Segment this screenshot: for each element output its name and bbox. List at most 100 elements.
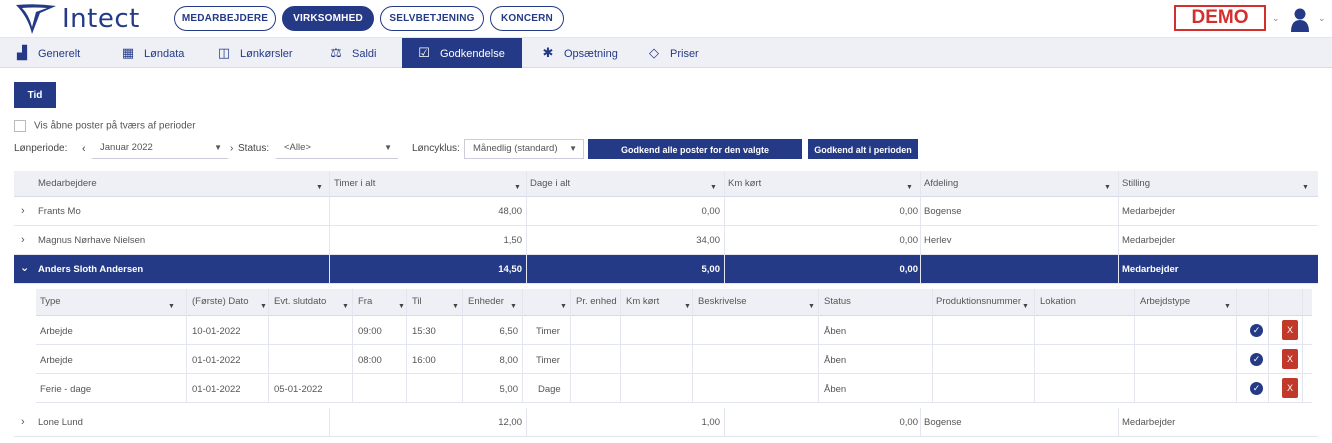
status-value: Åben [824, 355, 847, 366]
chevron-down-icon[interactable]: ⌄ [1318, 13, 1326, 23]
col-worktype[interactable]: Arbejdstype [1140, 296, 1191, 307]
nav-koncern[interactable]: KONCERN [490, 6, 564, 31]
col-to[interactable]: Til [412, 296, 422, 307]
nav-medarbejdere[interactable]: MEDARBEJDERE [174, 6, 276, 31]
grid-divider [1034, 289, 1035, 403]
nav-selvbetjening[interactable]: SELVBETJENING [380, 6, 484, 31]
title-value: Medarbejder [1122, 235, 1176, 246]
col-status[interactable]: Status [824, 296, 851, 307]
app-name: Intect [62, 4, 140, 34]
tab-label: Generelt [38, 48, 81, 60]
tab-priser[interactable]: ◇ Priser [646, 38, 699, 68]
status-value: Åben [824, 326, 847, 337]
filter-caret-icon[interactable]: ▼ [514, 184, 521, 191]
period-value: Januar 2022 [100, 142, 153, 153]
chevron-down-icon[interactable]: ⌄ [20, 262, 30, 274]
filter-caret-icon[interactable]: ▼ [342, 303, 349, 310]
tab-opsaetning[interactable]: ✱ Opsætning [540, 38, 618, 68]
caret-down-icon: ▼ [214, 143, 222, 152]
delete-button[interactable]: X [1282, 378, 1298, 398]
tid-button[interactable]: Tid [14, 82, 56, 108]
col-medarbejdere[interactable]: Medarbejdere [38, 178, 97, 189]
filter-caret-icon[interactable]: ▼ [510, 303, 517, 310]
check-circle-icon[interactable]: ✓ [1250, 324, 1263, 337]
tab-label: Priser [670, 48, 699, 60]
col-enddate[interactable]: Evt. slutdato [274, 296, 327, 307]
dept-value: Bogense [924, 206, 962, 217]
user-avatar[interactable] [1286, 5, 1314, 33]
filter-caret-icon[interactable]: ▼ [684, 303, 691, 310]
table-row[interactable]: › Lone Lund 12,00 1,00 0,00 Bogense Meda… [14, 408, 1318, 437]
filter-caret-icon[interactable]: ▼ [1302, 184, 1309, 191]
filter-caret-icon[interactable]: ▼ [260, 303, 267, 310]
tab-loendata[interactable]: ▦ Løndata [120, 38, 185, 68]
tab-godkendelse[interactable]: ☑ Godkendelse [402, 38, 522, 68]
col-afdeling[interactable]: Afdeling [924, 178, 959, 189]
col-production[interactable]: Produktionsnummer [936, 296, 1022, 307]
col-units[interactable]: Enheder [468, 296, 504, 307]
filter-caret-icon[interactable]: ▼ [1104, 184, 1111, 191]
col-dage[interactable]: Dage i alt [530, 178, 571, 189]
grid-divider [1268, 289, 1269, 403]
grid-divider [268, 289, 269, 403]
table-row-selected[interactable]: ⌄ Anders Sloth Andersen 14,50 5,00 0,00 … [14, 255, 1318, 284]
demo-badge[interactable]: DEMO [1174, 5, 1266, 31]
check-circle-icon[interactable]: ✓ [1250, 382, 1263, 395]
approve-employee-button[interactable]: Godkend alle poster for den valgte medar… [588, 139, 802, 175]
table-row[interactable]: Arbejde 01-01-2022 08:00 16:00 8,00 Time… [36, 345, 1312, 374]
col-stilling[interactable]: Stilling [1122, 178, 1150, 189]
filter-caret-icon[interactable]: ▼ [398, 303, 405, 310]
chevron-left-icon[interactable]: ‹ [82, 143, 86, 155]
col-location[interactable]: Lokation [1040, 296, 1076, 307]
col-description[interactable]: Beskrivelse [698, 296, 747, 307]
km-value: 0,00 [899, 235, 919, 246]
status-select[interactable]: <Alle> ▼ [276, 139, 398, 159]
chevron-right-icon[interactable]: › [21, 205, 25, 217]
col-date[interactable]: (Første) Dato [192, 296, 249, 307]
nav-virksomhed[interactable]: VIRKSOMHED [282, 6, 374, 31]
col-from[interactable]: Fra [358, 296, 373, 307]
chevron-right-icon[interactable]: › [21, 416, 25, 428]
col-timer[interactable]: Timer i alt [334, 178, 376, 189]
filter-caret-icon[interactable]: ▼ [1022, 303, 1029, 310]
filter-caret-icon[interactable]: ▼ [808, 303, 815, 310]
status-value: <Alle> [284, 142, 311, 153]
dept-value: Bogense [924, 417, 962, 428]
tab-generelt[interactable]: ▟ Generelt [14, 38, 80, 68]
chevron-right-icon[interactable]: › [230, 143, 234, 154]
filter-caret-icon[interactable]: ▼ [710, 184, 717, 191]
table-row[interactable]: Ferie - dage 01-01-2022 05-01-2022 5,00 … [36, 374, 1312, 403]
col-km[interactable]: Km kørt [728, 178, 762, 189]
table-row[interactable]: › Frants Mo 48,00 0,00 0,00 Bogense Meda… [14, 197, 1318, 226]
approve-period-button[interactable]: Godkend alt i perioden [808, 139, 918, 159]
days-value: 1,00 [701, 417, 721, 428]
filter-caret-icon[interactable]: ▼ [168, 303, 175, 310]
km-value: 0,00 [899, 417, 919, 428]
table-row[interactable]: › Magnus Nørhave Nielsen 1,50 34,00 0,00… [14, 226, 1318, 255]
days-value: 5,00 [701, 264, 721, 275]
col-per-unit[interactable]: Pr. enhed [576, 296, 617, 307]
tab-loenkoersler[interactable]: ◫ Lønkørsler [216, 38, 293, 68]
col-type[interactable]: Type [40, 296, 61, 307]
title-value: Medarbejder [1122, 206, 1176, 217]
cycle-select[interactable]: Månedlig (standard) ▼ [464, 139, 584, 159]
chevron-right-icon[interactable]: › [21, 234, 25, 246]
delete-button[interactable]: X [1282, 320, 1298, 340]
period-select[interactable]: Januar 2022 ▼ [92, 139, 228, 159]
table-row[interactable]: Arbejde 10-01-2022 09:00 15:30 6,50 Time… [36, 316, 1312, 345]
delete-button[interactable]: X [1282, 349, 1298, 369]
tab-saldi[interactable]: ⚖ Saldi [328, 38, 376, 68]
filter-caret-icon[interactable]: ▼ [452, 303, 459, 310]
title-value: Medarbejder [1122, 417, 1176, 428]
hours-value: 14,50 [498, 264, 522, 275]
filter-caret-icon[interactable]: ▼ [1224, 303, 1231, 310]
gear-icon: ✱ [542, 45, 554, 60]
show-open-checkbox[interactable] [14, 120, 26, 132]
check-circle-icon[interactable]: ✓ [1250, 353, 1263, 366]
col-km[interactable]: Km kørt [626, 296, 660, 307]
filter-caret-icon[interactable]: ▼ [906, 184, 913, 191]
filter-caret-icon[interactable]: ▼ [560, 303, 567, 310]
grid-divider [352, 289, 353, 403]
filter-caret-icon[interactable]: ▼ [316, 184, 323, 191]
chevron-down-icon[interactable]: ⌄ [1272, 13, 1280, 23]
